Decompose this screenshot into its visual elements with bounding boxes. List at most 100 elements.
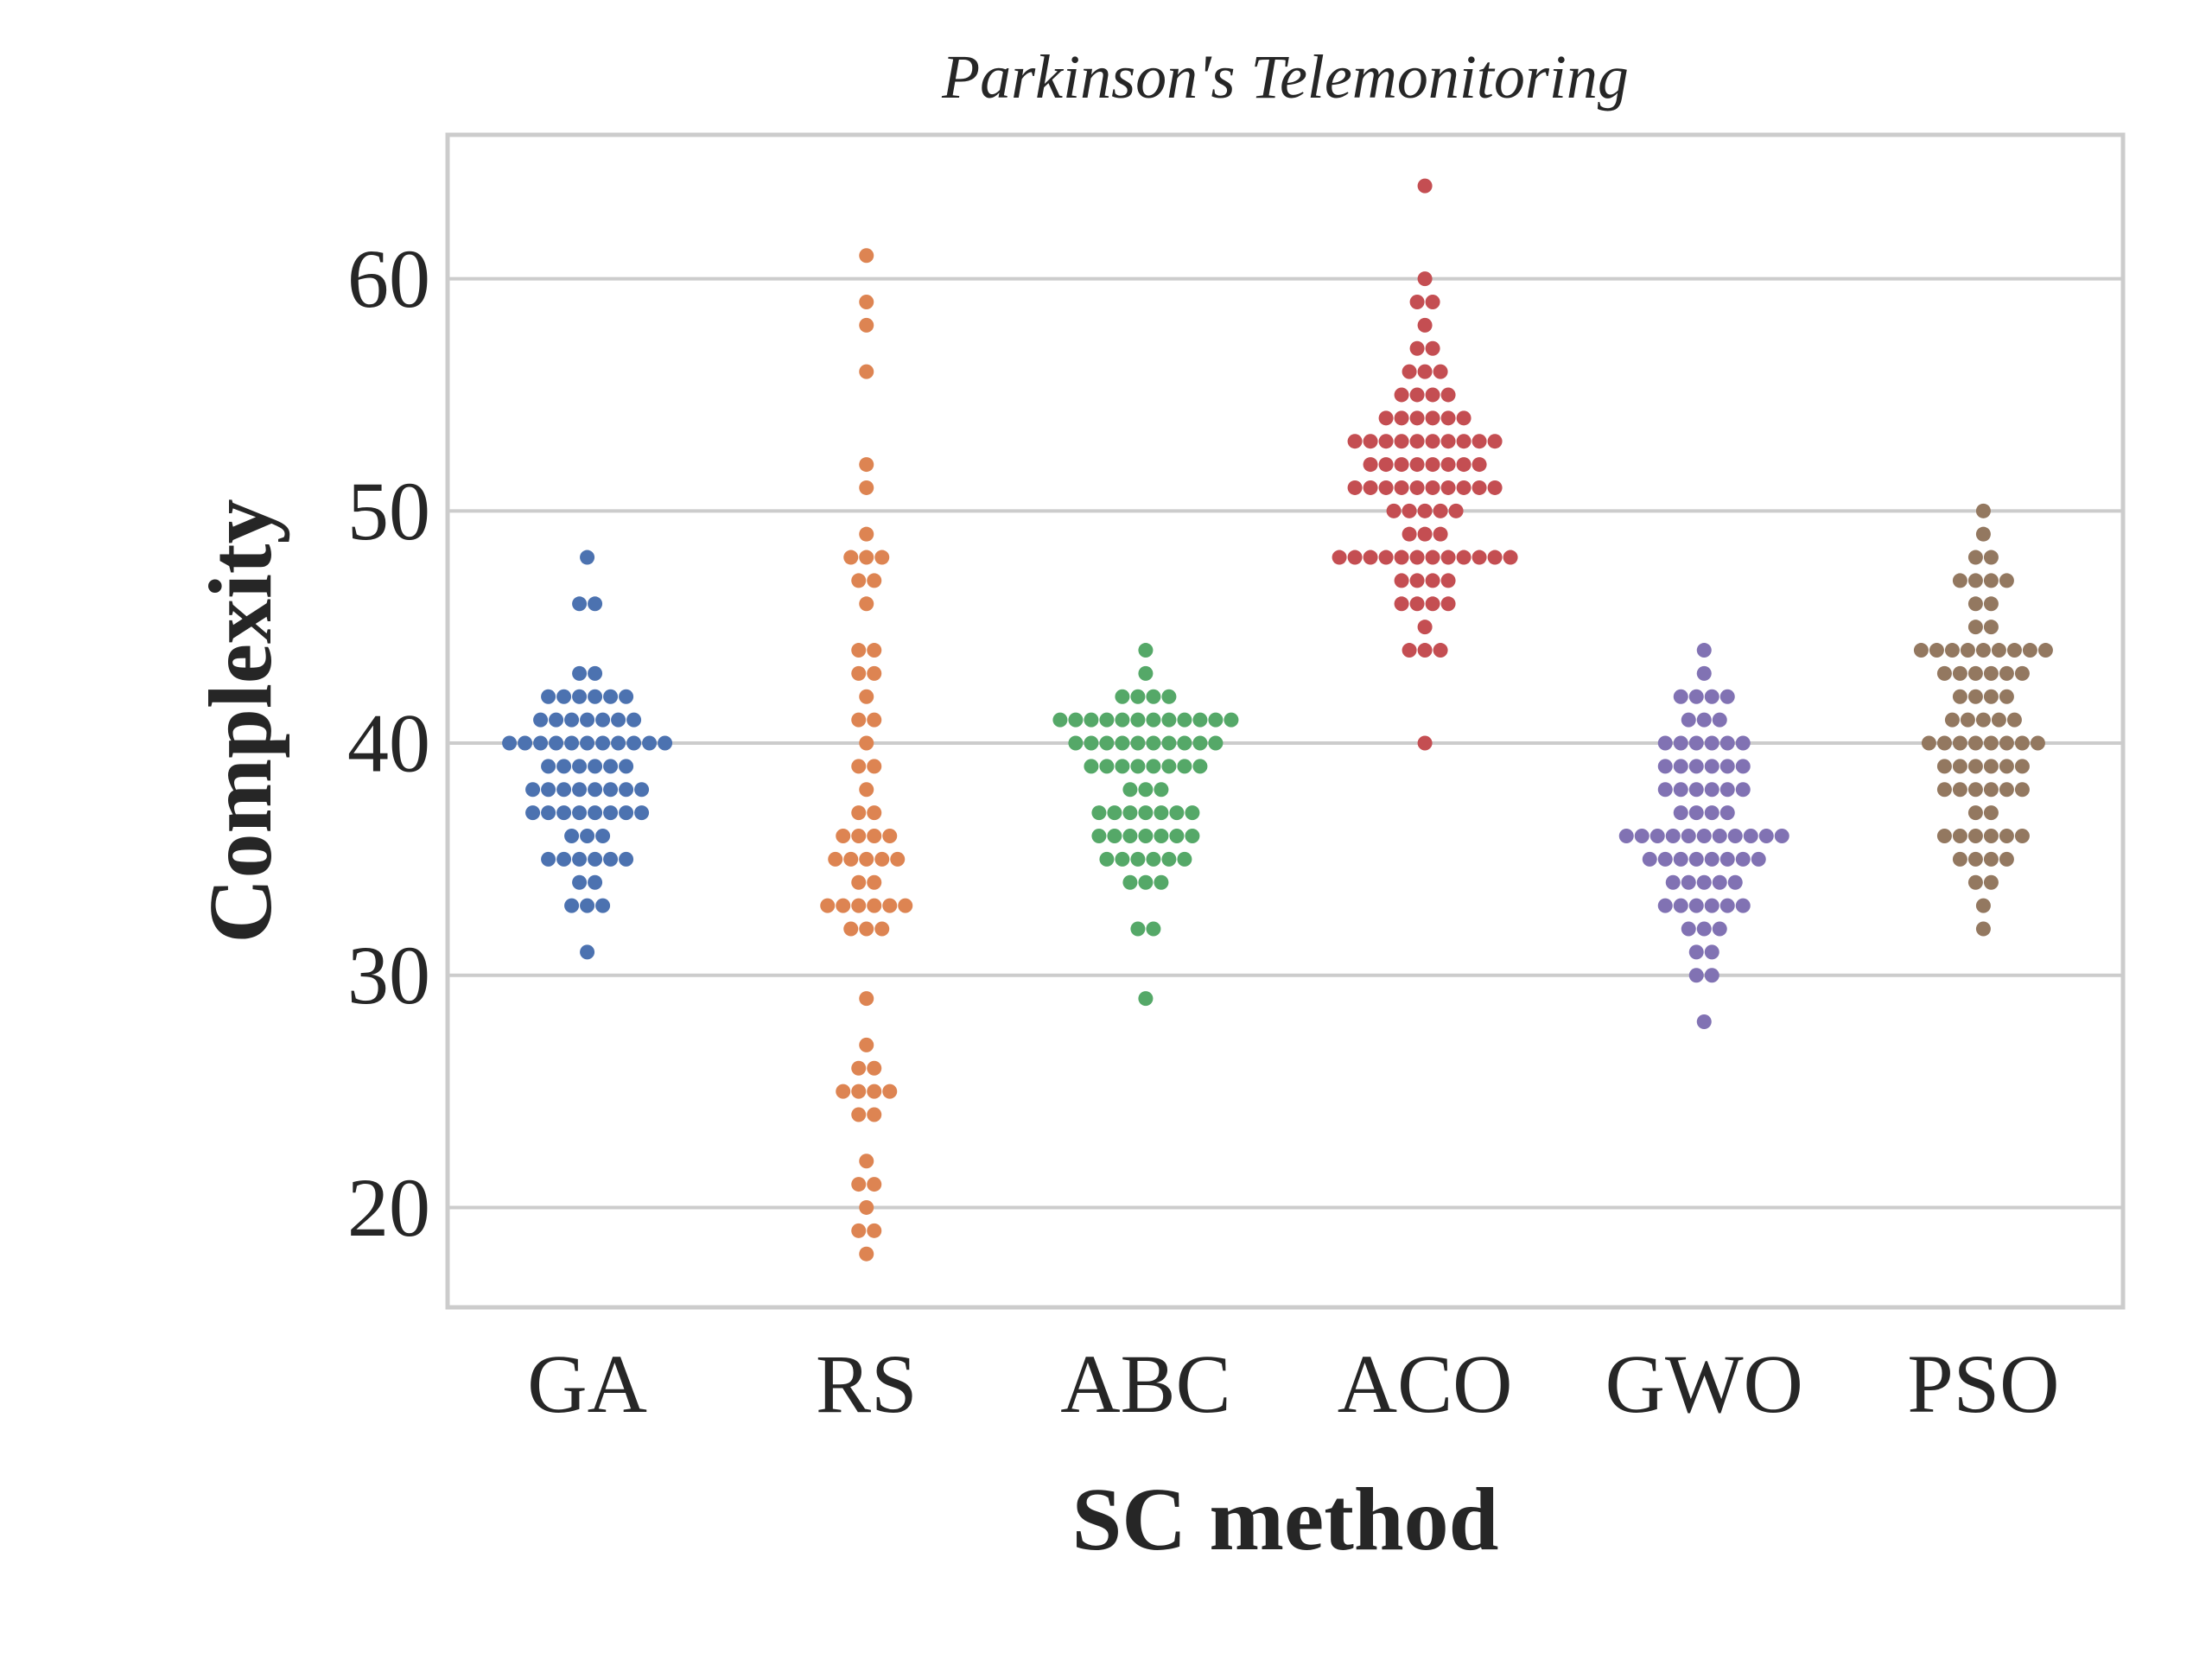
data-point [1952, 782, 1967, 798]
data-point [1649, 829, 1665, 844]
data-point [595, 712, 611, 728]
data-point [1936, 759, 1952, 774]
data-point [1688, 968, 1704, 983]
data-point [859, 689, 874, 704]
data-point [1487, 480, 1503, 495]
data-point [1394, 434, 1409, 449]
data-point [1154, 782, 1169, 798]
data-point [1448, 503, 1464, 518]
data-point [1130, 735, 1146, 751]
data-point [1402, 364, 1417, 379]
series-ga [502, 550, 673, 960]
data-point [595, 829, 611, 844]
data-point [1696, 874, 1712, 890]
data-point [595, 898, 611, 913]
data-point [1115, 735, 1130, 751]
data-point [1983, 689, 1999, 704]
data-point [1115, 759, 1130, 774]
data-point [1154, 874, 1169, 890]
data-point [1960, 712, 1975, 728]
data-point [1983, 805, 1999, 821]
data-point [1146, 759, 1161, 774]
data-point [1719, 759, 1735, 774]
plot-frame [445, 132, 2126, 1310]
data-point [859, 364, 874, 379]
data-point [1696, 829, 1712, 844]
data-point [867, 665, 882, 681]
data-point [556, 782, 572, 798]
data-point [634, 805, 650, 821]
data-point [1921, 735, 1936, 751]
data-point [1967, 550, 1983, 565]
data-point [1107, 805, 1122, 821]
data-point [564, 712, 580, 728]
data-point [1952, 759, 1967, 774]
data-point [1975, 898, 1991, 913]
data-point [1735, 759, 1751, 774]
data-point [1347, 550, 1363, 565]
data-point [1704, 944, 1719, 960]
data-point [1967, 829, 1983, 844]
data-point [1394, 550, 1409, 565]
x-tick-label-ga: GA [527, 1338, 647, 1430]
data-point [1688, 689, 1704, 704]
x-tick-label-rs: RS [816, 1338, 917, 1430]
data-point [1068, 735, 1084, 751]
data-point [2037, 643, 2053, 658]
data-point [1967, 620, 1983, 635]
data-point [1936, 782, 1952, 798]
data-point [1975, 526, 1991, 542]
y-tick-label: 60 [347, 232, 430, 325]
data-point [1122, 782, 1138, 798]
data-point [1983, 851, 1999, 867]
data-point [867, 829, 882, 844]
data-point [1967, 759, 1983, 774]
data-point [1471, 550, 1487, 565]
data-point [572, 596, 588, 612]
data-point [1386, 503, 1402, 518]
data-point [851, 1060, 867, 1076]
data-point [2014, 665, 2030, 681]
data-point [1688, 759, 1704, 774]
data-point [851, 829, 867, 844]
data-point [1185, 805, 1200, 821]
data-point [564, 829, 580, 844]
data-point [1696, 643, 1712, 658]
data-point [580, 712, 595, 728]
data-point [588, 782, 603, 798]
data-point [2022, 643, 2037, 658]
data-point [836, 1084, 851, 1099]
data-point [1712, 921, 1727, 937]
data-point [642, 735, 658, 751]
data-point [1185, 829, 1200, 844]
data-point [1146, 735, 1161, 751]
data-point [1161, 851, 1177, 867]
data-point [1099, 851, 1115, 867]
data-point [634, 782, 650, 798]
series-gwo [1618, 643, 1789, 1029]
x-tick-label-aco: ACO [1338, 1338, 1513, 1430]
data-point [1208, 735, 1224, 751]
data-point [603, 851, 619, 867]
data-point [1735, 735, 1751, 751]
data-point [1983, 550, 1999, 565]
data-point [1099, 712, 1115, 728]
data-point [1719, 735, 1735, 751]
data-point [1130, 851, 1146, 867]
data-point [1394, 596, 1409, 612]
data-point [1719, 805, 1735, 821]
data-point [859, 851, 874, 867]
data-point [1944, 712, 1960, 728]
data-point [1417, 735, 1433, 751]
data-point [867, 1223, 882, 1238]
data-point [1154, 805, 1169, 821]
data-point [1673, 759, 1688, 774]
data-point [1712, 874, 1727, 890]
data-point [1122, 874, 1138, 890]
data-point [572, 851, 588, 867]
data-point [1952, 573, 1967, 588]
data-point [1634, 829, 1649, 844]
data-point [1138, 829, 1154, 844]
data-point [1138, 665, 1154, 681]
data-point [626, 735, 642, 751]
